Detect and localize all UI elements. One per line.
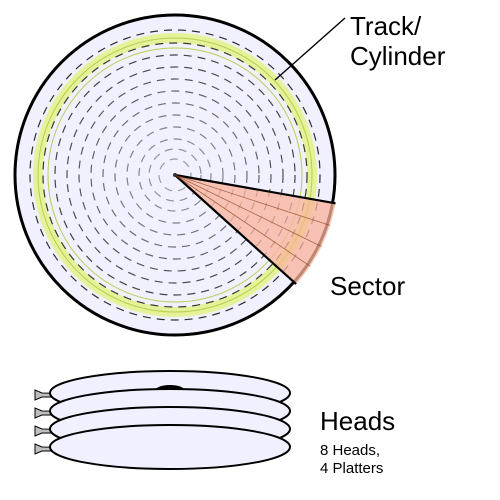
platter [50, 425, 290, 469]
disk-top-view [15, 15, 336, 335]
sector-label: Sector [330, 271, 405, 301]
heads-sub1: 8 Heads, [320, 442, 380, 459]
heads-label: Heads [320, 406, 395, 436]
heads-sub2: 4 Platters [320, 460, 383, 477]
platter-stack [35, 371, 290, 469]
track-pointer-line [275, 18, 345, 80]
track-label-line2: Cylinder [350, 41, 446, 71]
hdd-geometry-diagram: Track/ Cylinder Sector Heads 8 Heads, 4 … [0, 0, 500, 500]
track-label-line1: Track/ [350, 11, 422, 41]
